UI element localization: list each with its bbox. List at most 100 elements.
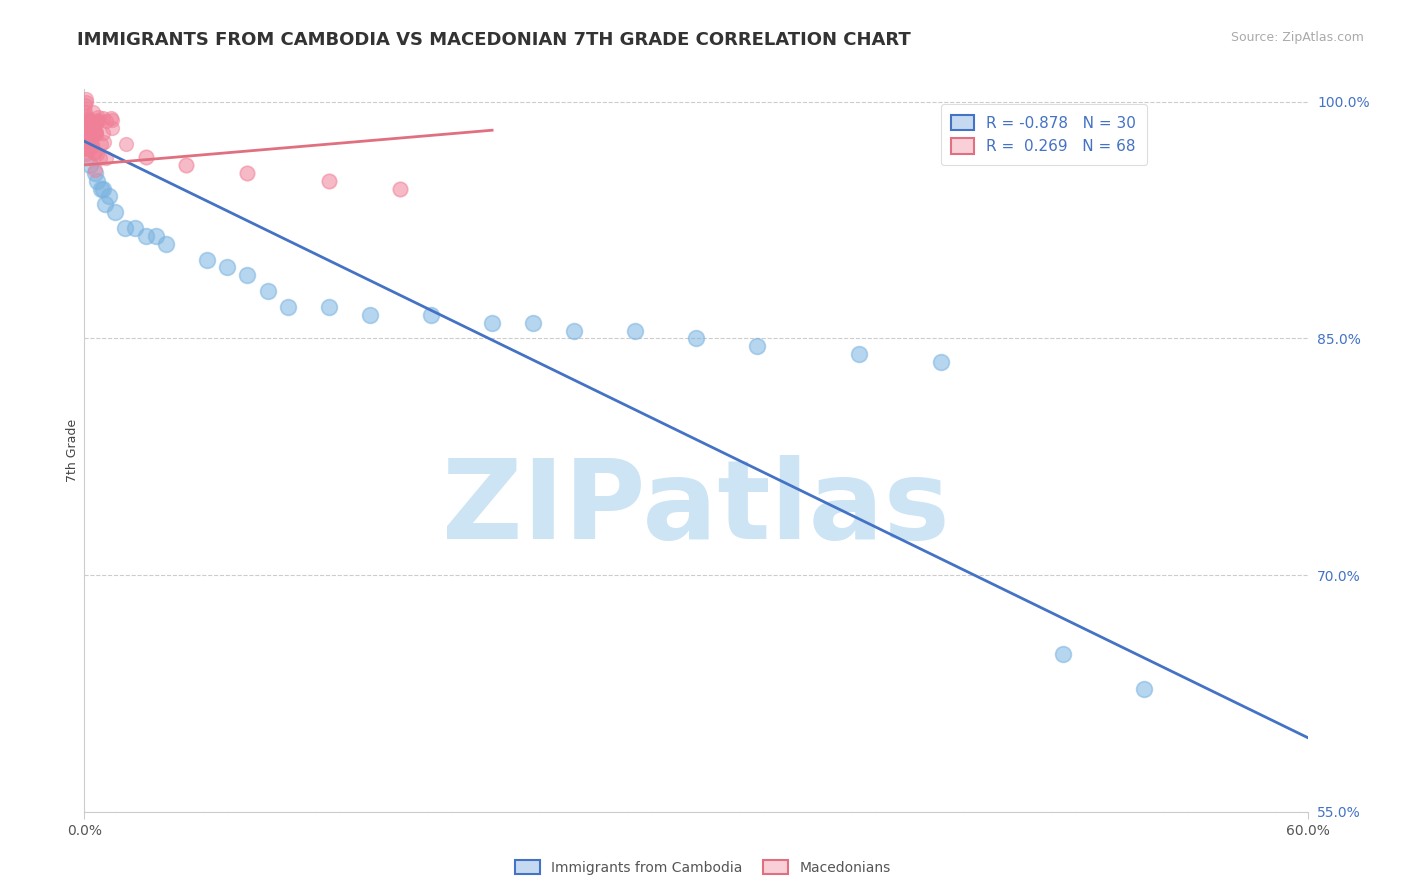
Point — [100, 111, 122, 125]
Point — [90, 181, 112, 195]
Point — [73, 134, 96, 148]
Point — [318, 174, 340, 188]
Point — [83, 116, 105, 130]
Point — [389, 181, 412, 195]
Point — [73, 105, 96, 120]
Point — [145, 228, 167, 243]
Point — [77, 127, 100, 141]
Point — [75, 147, 97, 161]
Point — [1133, 681, 1156, 696]
Point — [91, 126, 114, 140]
Point — [257, 284, 280, 298]
Point — [104, 205, 127, 219]
Point — [75, 141, 97, 155]
Point — [562, 324, 585, 338]
Point — [75, 95, 97, 109]
Point — [114, 221, 136, 235]
Point — [135, 150, 157, 164]
Point — [195, 252, 218, 267]
Point — [75, 121, 97, 136]
Point — [318, 300, 340, 314]
Point — [217, 260, 239, 275]
Point — [93, 197, 115, 211]
Point — [100, 121, 122, 136]
Point — [76, 151, 98, 165]
Point — [359, 308, 381, 322]
Point — [80, 120, 103, 135]
Point — [79, 120, 101, 134]
Point — [87, 113, 110, 128]
Point — [84, 127, 107, 141]
Point — [1052, 647, 1074, 661]
Point — [420, 308, 443, 322]
Point — [93, 135, 115, 149]
Point — [481, 316, 503, 330]
Point — [75, 92, 97, 106]
Point — [89, 151, 111, 165]
Point — [87, 114, 110, 128]
Point — [80, 124, 103, 138]
Point — [174, 158, 197, 172]
Point — [76, 112, 98, 127]
Point — [82, 122, 104, 136]
Point — [76, 141, 98, 155]
Point — [73, 115, 96, 129]
Point — [90, 136, 112, 151]
Point — [83, 166, 105, 180]
Point — [236, 268, 259, 283]
Point — [79, 112, 101, 126]
Point — [79, 136, 101, 151]
Point — [83, 127, 105, 141]
Point — [82, 105, 104, 120]
Point — [84, 125, 107, 139]
Point — [79, 128, 101, 143]
Point — [83, 145, 105, 160]
Point — [84, 162, 107, 177]
Point — [80, 137, 103, 152]
Point — [73, 123, 96, 137]
Point — [87, 111, 110, 125]
Point — [75, 138, 97, 153]
Point — [82, 126, 104, 140]
Point — [94, 151, 117, 165]
Point — [115, 136, 138, 151]
Point — [97, 189, 120, 203]
Point — [100, 112, 122, 127]
Point — [75, 110, 97, 124]
Y-axis label: 7th Grade: 7th Grade — [66, 419, 79, 482]
Point — [84, 126, 107, 140]
Point — [929, 355, 952, 369]
Point — [93, 111, 115, 125]
Point — [84, 145, 107, 159]
Point — [79, 117, 101, 131]
Point — [82, 126, 104, 140]
Point — [685, 331, 707, 345]
Point — [86, 115, 108, 129]
Point — [75, 142, 97, 156]
Text: IMMIGRANTS FROM CAMBODIA VS MACEDONIAN 7TH GRADE CORRELATION CHART: IMMIGRANTS FROM CAMBODIA VS MACEDONIAN 7… — [77, 31, 911, 49]
Point — [155, 236, 177, 251]
Point — [624, 324, 647, 338]
Legend: Immigrants from Cambodia, Macedonians: Immigrants from Cambodia, Macedonians — [509, 855, 897, 880]
Point — [76, 142, 98, 156]
Point — [135, 228, 157, 243]
Text: ZIPatlas: ZIPatlas — [441, 455, 950, 562]
Point — [80, 138, 103, 153]
Point — [79, 141, 101, 155]
Point — [91, 181, 114, 195]
Point — [77, 124, 100, 138]
Point — [277, 300, 299, 314]
Legend: R = -0.878   N = 30, R =  0.269   N = 68: R = -0.878 N = 30, R = 0.269 N = 68 — [941, 104, 1147, 165]
Text: Source: ZipAtlas.com: Source: ZipAtlas.com — [1230, 31, 1364, 45]
Point — [75, 97, 97, 112]
Point — [86, 147, 108, 161]
Point — [86, 174, 108, 188]
Point — [124, 221, 146, 235]
Point — [83, 123, 105, 137]
Point — [522, 316, 544, 330]
Point — [79, 158, 101, 172]
Point — [94, 113, 117, 128]
Point — [79, 128, 101, 143]
Point — [79, 112, 101, 127]
Point — [848, 347, 870, 361]
